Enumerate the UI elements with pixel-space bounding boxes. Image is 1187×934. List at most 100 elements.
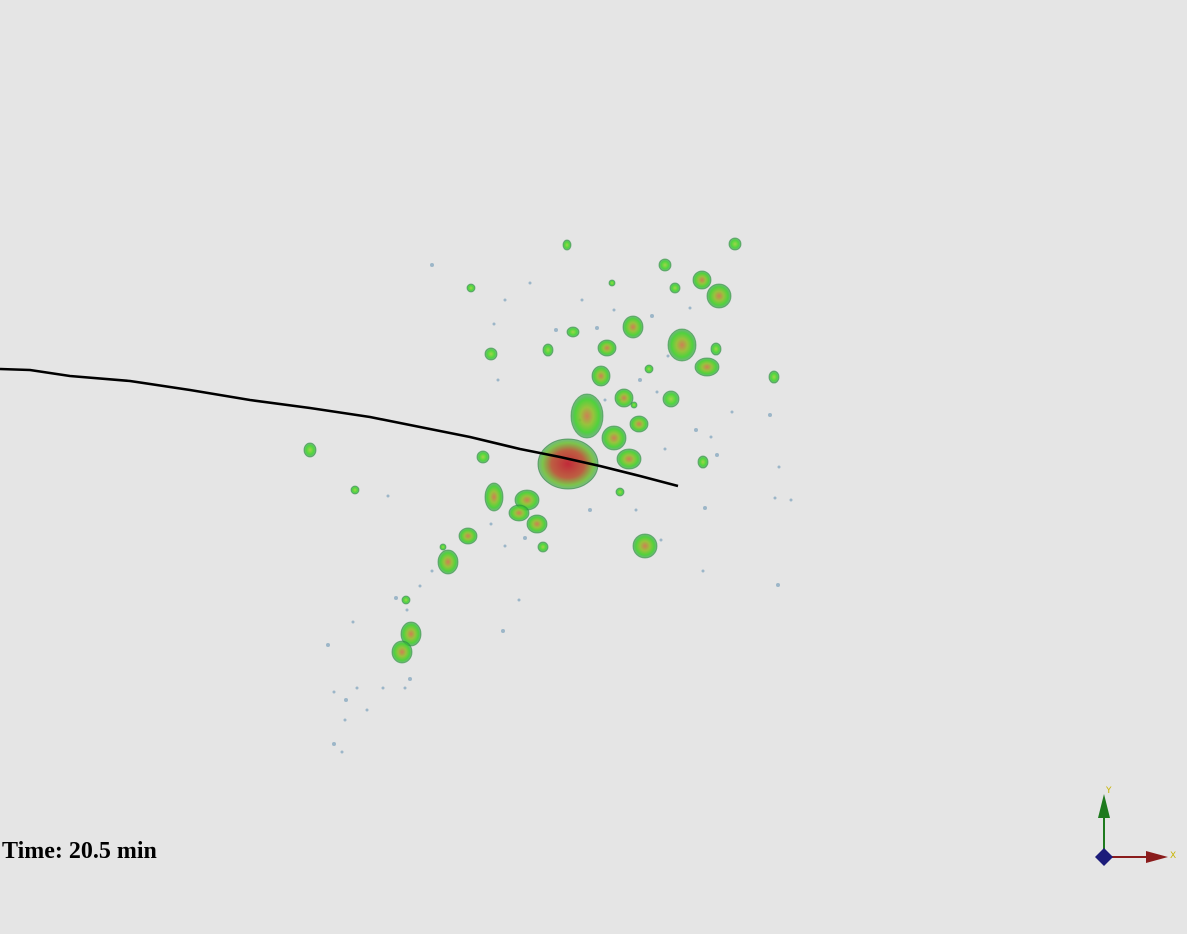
central-core-blob (537, 438, 599, 490)
particle-speck (694, 428, 698, 432)
particle-speck (365, 708, 369, 712)
particle-blob (401, 595, 411, 605)
particle-blob (622, 315, 644, 339)
particle-speck (405, 608, 409, 612)
particle-speck (650, 314, 654, 318)
particle-speck (688, 306, 692, 310)
particle-blob (692, 270, 712, 290)
particle-blob (697, 455, 709, 469)
particle-speck (332, 742, 336, 746)
particle-blob (694, 357, 720, 377)
particle-speck (523, 536, 527, 540)
particle-blob (542, 343, 554, 357)
particle-specks (326, 263, 793, 754)
particle-speck (554, 328, 558, 332)
particle-blob (508, 504, 530, 522)
particle-blob (458, 527, 478, 545)
particle-speck (776, 583, 780, 587)
particle-blob (391, 640, 413, 664)
particle-speck (655, 390, 659, 394)
particle-blob (768, 370, 780, 384)
particle-blobs (303, 237, 780, 664)
y-axis-label: Y (1105, 786, 1112, 796)
particle-speck (326, 643, 330, 647)
particle-blob (566, 326, 580, 338)
particle-blob (484, 482, 504, 512)
x-axis-arrow-icon (1146, 851, 1168, 863)
particle-speck (603, 398, 607, 402)
particle-speck (403, 686, 407, 690)
orientation-axes-widget: Y X (1095, 786, 1176, 866)
particle-blob (632, 533, 658, 559)
particle-blob (476, 450, 490, 464)
particle-speck (394, 596, 398, 600)
particle-speck (492, 322, 496, 326)
particle-blob (484, 347, 498, 361)
particle-speck (703, 506, 707, 510)
particle-blob (669, 282, 681, 294)
particle-speck (496, 378, 500, 382)
particle-speck (351, 620, 355, 624)
particle-speck (408, 677, 412, 681)
particle-blob (350, 485, 360, 495)
particle-speck (332, 690, 336, 694)
particle-speck (340, 750, 344, 754)
particle-blob (615, 487, 625, 497)
particle-speck (517, 598, 521, 602)
y-axis-arrow-icon (1098, 794, 1110, 818)
particle-blob (526, 514, 548, 534)
particle-blob (400, 621, 422, 647)
particle-speck (701, 569, 705, 573)
particle-speck (777, 465, 781, 469)
particle-speck (386, 494, 390, 498)
particle-blob (437, 549, 459, 575)
particle-speck (343, 718, 347, 722)
particle-speck (355, 686, 359, 690)
particle-speck (638, 378, 642, 382)
particle-speck (503, 544, 507, 548)
particle-speck (663, 447, 667, 451)
particle-blob (570, 393, 604, 439)
particle-speck (344, 698, 348, 702)
particle-blob (597, 339, 617, 357)
time-readout: Time: 20.5 min (2, 838, 157, 864)
particle-blob (667, 328, 697, 362)
particle-blob (303, 442, 317, 458)
particle-blob (629, 415, 649, 433)
particle-speck (715, 453, 719, 457)
x-axis-label: X (1170, 851, 1176, 861)
particle-speck (709, 435, 713, 439)
particle-blob (728, 237, 742, 251)
z-axis-diamond-icon (1095, 848, 1113, 866)
trajectory-line (0, 367, 679, 488)
particle-speck (634, 508, 638, 512)
particle-speck (418, 584, 422, 588)
particle-blob (710, 342, 722, 356)
particle-blob (466, 283, 476, 293)
particle-speck (430, 569, 434, 573)
particle-blob (706, 283, 732, 309)
particle-speck (580, 298, 584, 302)
particle-speck (730, 410, 734, 414)
particle-speck (501, 629, 505, 633)
particle-speck (528, 281, 532, 285)
particle-blob (591, 365, 611, 387)
particle-blob (658, 258, 672, 272)
particle-blob (616, 448, 642, 470)
particle-speck (489, 522, 493, 526)
particle-speck (659, 538, 663, 542)
particle-speck (789, 498, 793, 502)
particle-blob (644, 364, 654, 374)
particle-speck (430, 263, 434, 267)
particle-blob (662, 390, 680, 408)
particle-blob (537, 541, 549, 553)
particle-speck (503, 298, 507, 302)
particle-speck (773, 496, 777, 500)
particle-blob (614, 388, 634, 408)
particle-blob (608, 279, 616, 287)
particle-speck (381, 686, 385, 690)
particle-speck (768, 413, 772, 417)
particle-blob (630, 401, 638, 409)
